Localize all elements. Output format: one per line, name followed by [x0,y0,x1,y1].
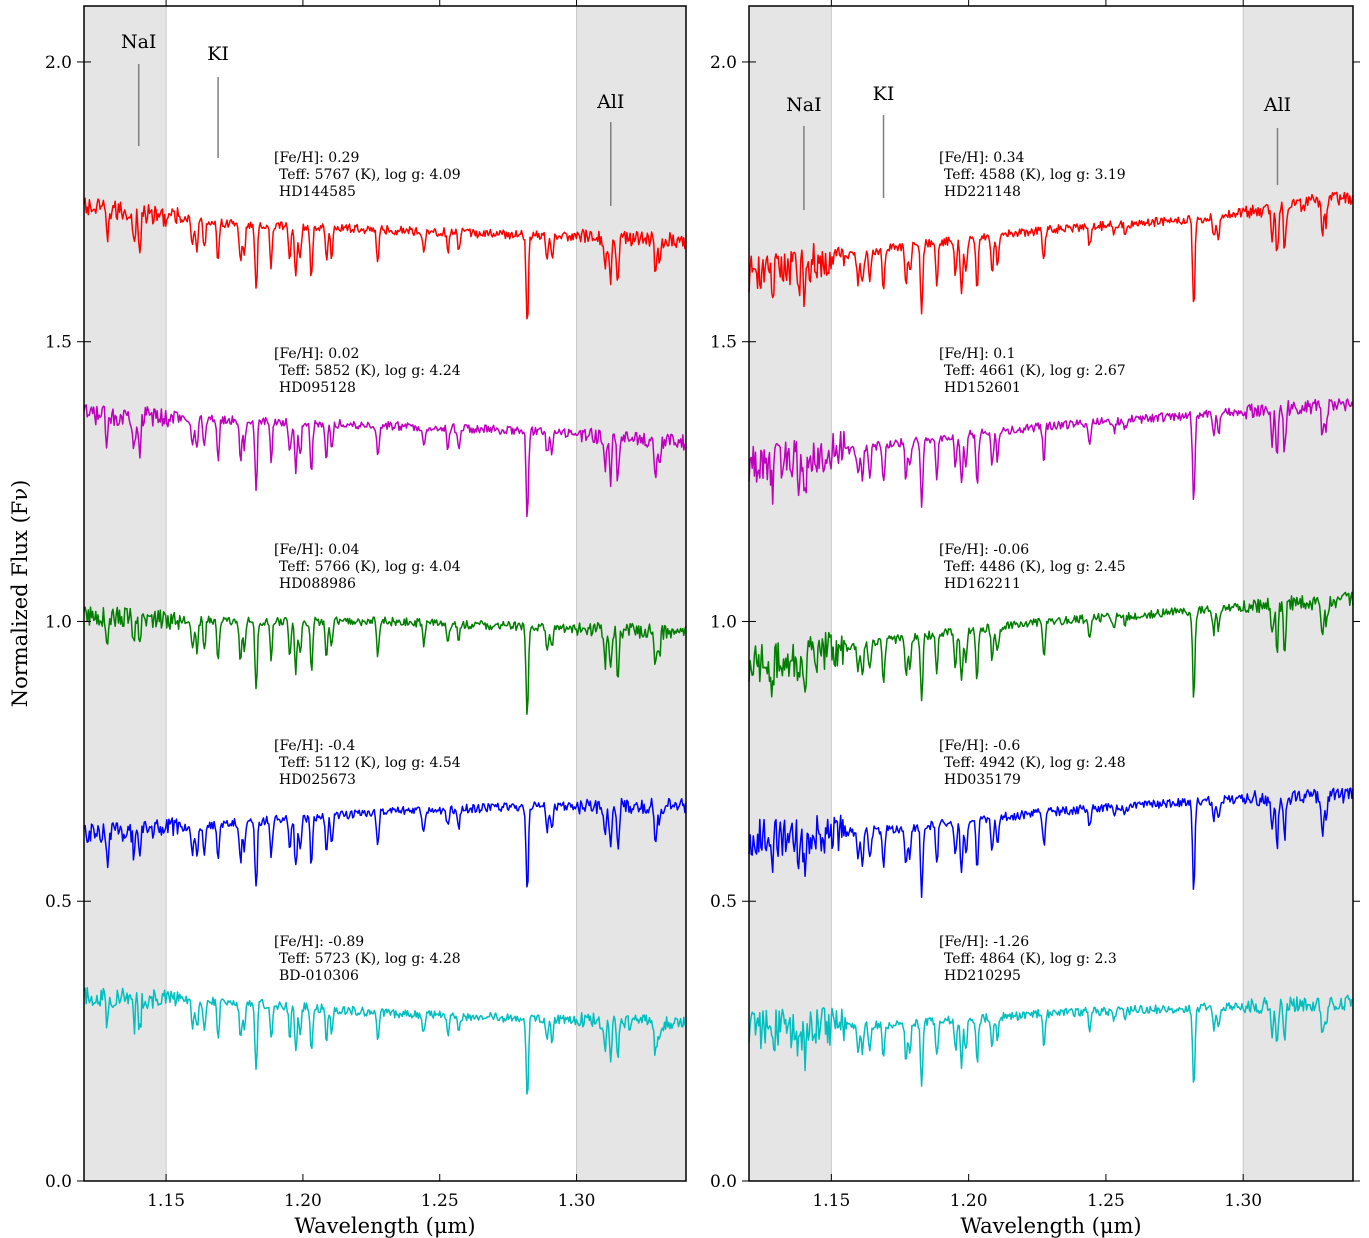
params-label: Teff: 4588 (K), log g: 3.19 [944,167,1126,183]
plot-frame [83,5,687,1182]
params-label: Teff: 5723 (K), log g: 4.28 [279,951,461,967]
spectrum-line [748,591,1354,702]
star-label: HD221148 [944,184,1021,200]
star-label: HD088986 [279,576,356,592]
feh-label: [Fe/H]: -0.89 [274,934,364,950]
x-tick-label: 1.30 [558,1191,596,1211]
shaded-region [576,6,686,1181]
spectrum-line [748,398,1354,508]
params-label: Teff: 5112 (K), log g: 4.54 [279,755,461,771]
star-label: HD035179 [944,772,1021,788]
y-tick-label: 0.0 [45,1172,72,1192]
line-marker-label: AlI [1263,94,1291,116]
x-axis-title: Wavelength (μm) [960,1214,1141,1238]
star-label: HD025673 [279,772,356,788]
y-tick-label: 1.0 [710,612,737,632]
y-tick-label: 2.0 [45,53,72,73]
line-marker-label: KI [873,83,895,105]
spectrum-line [83,606,687,715]
spectrum-line [83,797,687,888]
y-axis-title: Normalized Flux (Fν) [8,480,32,708]
y-tick-label: 0.0 [710,1172,737,1192]
star-label: HD152601 [944,380,1021,396]
x-tick-label: 1.20 [950,1191,988,1211]
star-label: HD162211 [944,576,1021,592]
spectrum-line [748,994,1354,1087]
feh-label: [Fe/H]: 0.29 [274,150,359,166]
spectrum-line [83,197,687,320]
params-label: Teff: 4864 (K), log g: 2.3 [944,951,1117,967]
params-label: Teff: 5767 (K), log g: 4.09 [279,167,461,183]
feh-label: [Fe/H]: 0.04 [274,542,360,558]
line-marker-label: NaI [121,31,156,53]
feh-label: [Fe/H]: -0.6 [939,738,1020,754]
feh-label: [Fe/H]: -0.4 [274,738,355,754]
line-marker-label: NaI [786,94,821,116]
y-tick-label: 0.5 [45,892,72,912]
feh-label: [Fe/H]: -0.06 [939,542,1029,558]
line-marker-label: AlI [596,91,624,113]
params-label: Teff: 4942 (K), log g: 2.48 [944,755,1126,771]
spectrum-line [748,191,1354,315]
spectrum-line [83,986,687,1095]
spectrum-line [83,404,687,518]
feh-label: [Fe/H]: -1.26 [939,934,1029,950]
x-tick-label: 1.15 [812,1191,850,1211]
params-label: Teff: 4661 (K), log g: 2.67 [944,363,1126,379]
y-tick-label: 0.5 [710,892,737,912]
star-label: HD095128 [279,380,356,396]
line-marker-label: KI [207,43,229,65]
feh-label: [Fe/H]: 0.34 [939,150,1025,166]
x-tick-label: 1.30 [1224,1191,1262,1211]
shaded-region [84,6,167,1181]
star-label: HD210295 [944,968,1021,984]
y-tick-label: 1.0 [45,612,72,632]
x-tick-label: 1.15 [147,1191,185,1211]
star-label: HD144585 [279,184,356,200]
y-tick-label: 2.0 [710,53,737,73]
shaded-region [749,6,832,1181]
x-tick-label: 1.25 [1087,1191,1125,1211]
params-label: Teff: 4486 (K), log g: 2.45 [944,559,1126,575]
x-tick-label: 1.25 [421,1191,459,1211]
x-tick-label: 1.20 [284,1191,322,1211]
shaded-region [1243,6,1353,1181]
plot-frame [748,5,1354,1182]
params-label: Teff: 5852 (K), log g: 4.24 [279,363,461,379]
y-tick-label: 1.5 [710,333,737,353]
params-label: Teff: 5766 (K), log g: 4.04 [279,559,461,575]
y-tick-label: 1.5 [45,333,72,353]
feh-label: [Fe/H]: 0.1 [939,346,1016,362]
star-label: BD-010306 [279,968,359,984]
feh-label: [Fe/H]: 0.02 [274,346,359,362]
x-axis-title: Wavelength (μm) [294,1214,475,1238]
spectrum-line [748,787,1354,899]
